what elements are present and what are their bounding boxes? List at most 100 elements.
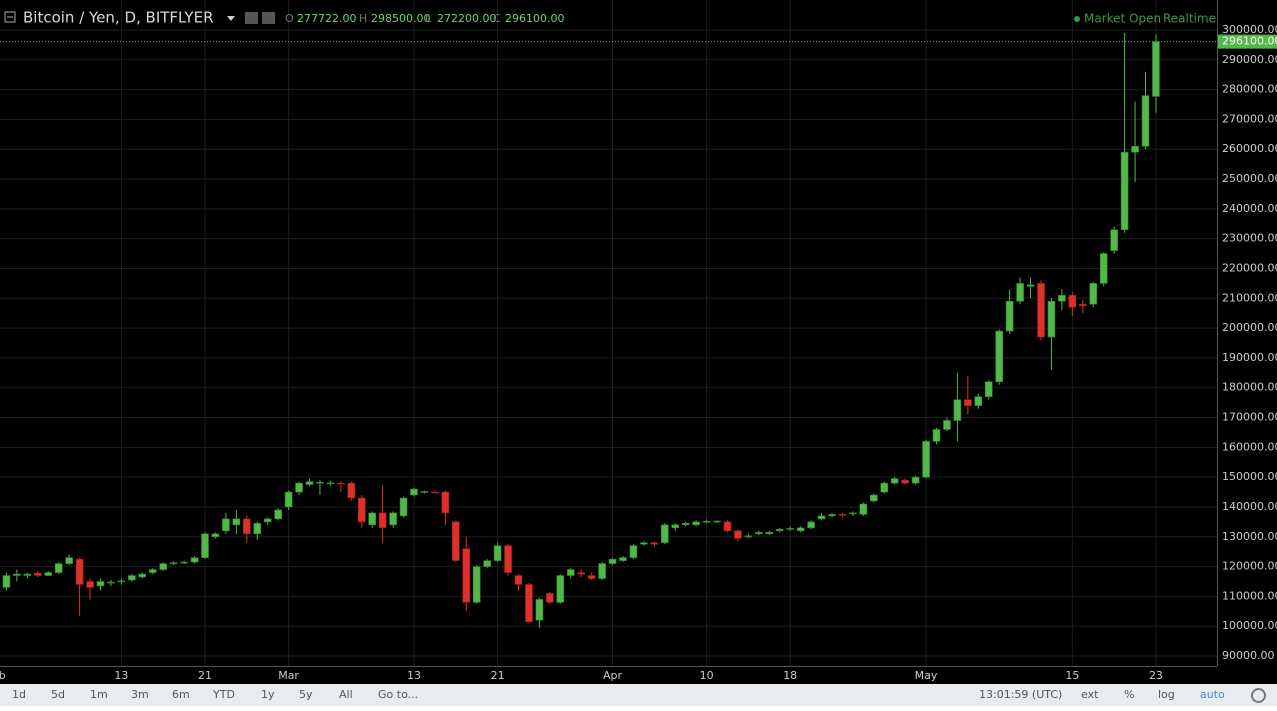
candle-body bbox=[608, 558, 617, 564]
ohlc-legend: O 277722.00 H 298500.00L 272200.00C 296100.00 bbox=[285, 12, 565, 25]
candle-body bbox=[169, 562, 178, 565]
candle-body bbox=[744, 535, 753, 538]
candle-body bbox=[577, 572, 586, 575]
range-button[interactable]: 1m bbox=[90, 688, 108, 701]
candle-body bbox=[546, 593, 554, 603]
candle-body bbox=[493, 545, 502, 561]
x-tick-label: 21 bbox=[198, 669, 212, 682]
x-tick-label: 15 bbox=[1065, 669, 1079, 682]
candle-body bbox=[974, 396, 983, 406]
candle-body bbox=[201, 533, 209, 558]
range-button[interactable]: 1d bbox=[12, 688, 26, 701]
goto-button[interactable]: Go to... bbox=[378, 688, 419, 701]
candle-body bbox=[326, 482, 335, 485]
option-button[interactable]: auto bbox=[1200, 688, 1225, 701]
candle-body bbox=[190, 557, 199, 563]
y-tick-label: 290000.00 bbox=[1222, 53, 1277, 66]
gear-icon[interactable] bbox=[1251, 688, 1266, 703]
candle-body bbox=[504, 545, 512, 573]
status-dot bbox=[1074, 16, 1080, 22]
collapse-icon[interactable] bbox=[4, 11, 16, 23]
x-tick-label: 10 bbox=[700, 669, 714, 682]
y-tick-label: 160000.00 bbox=[1222, 440, 1277, 453]
candle-body bbox=[681, 523, 690, 526]
candle-body bbox=[619, 557, 627, 561]
y-tick-label: 190000.00 bbox=[1222, 351, 1277, 364]
range-button[interactable]: 6m bbox=[172, 688, 190, 701]
candle-body bbox=[243, 518, 251, 535]
y-tick-label: 100000.00 bbox=[1222, 619, 1277, 632]
candle-body bbox=[128, 575, 136, 581]
candle-body bbox=[1089, 283, 1098, 305]
chart: 300000.00 290000.00 280000.00 270000.00 2600… bbox=[0, 0, 1277, 684]
y-tick-label: 140000.00 bbox=[1222, 500, 1277, 513]
ohlc-value: 296100.00 bbox=[505, 12, 565, 25]
candle-body bbox=[138, 573, 147, 578]
ohlc-value: 272200.00 bbox=[437, 12, 497, 25]
axes: 300000.00 290000.00 280000.00 270000.00 2600… bbox=[0, 23, 1277, 682]
y-tick-label: 220000.00 bbox=[1222, 261, 1277, 274]
option-button[interactable]: ext bbox=[1081, 688, 1099, 701]
market-status: Market Open bbox=[1084, 12, 1161, 26]
candle-body bbox=[420, 491, 429, 493]
settings-icon[interactable] bbox=[262, 12, 275, 24]
candle-body bbox=[692, 521, 700, 526]
candle-body bbox=[723, 521, 732, 532]
range-button[interactable]: YTD bbox=[213, 688, 235, 701]
candle-body bbox=[702, 520, 711, 523]
ohlc-key: C bbox=[493, 12, 501, 25]
candle-body bbox=[2, 575, 11, 588]
candle-body bbox=[462, 548, 471, 603]
y-tick-label: 110000.00 bbox=[1222, 589, 1277, 602]
candle-body bbox=[1099, 253, 1108, 284]
candle-body bbox=[525, 584, 533, 623]
option-button[interactable]: % bbox=[1124, 688, 1135, 701]
y-tick-label: 230000.00 bbox=[1222, 232, 1277, 245]
candle-body bbox=[1047, 300, 1056, 338]
range-button[interactable]: 3m bbox=[131, 688, 149, 701]
candle-body bbox=[943, 420, 951, 430]
symbol-title[interactable]: Bitcoin / Yen, D, BITFLYER bbox=[23, 9, 214, 27]
candle-body bbox=[1110, 229, 1118, 251]
candle-body bbox=[869, 494, 878, 502]
candle-body bbox=[817, 515, 826, 520]
candle-body bbox=[107, 581, 115, 584]
range-button[interactable]: 5d bbox=[51, 688, 65, 701]
candle-body bbox=[441, 491, 450, 514]
option-button[interactable]: log bbox=[1158, 688, 1175, 701]
candle-body bbox=[347, 482, 356, 499]
candle-body bbox=[337, 482, 345, 485]
candle-body bbox=[1131, 145, 1139, 153]
ohlc-key: H bbox=[359, 12, 367, 25]
candle-body bbox=[671, 524, 680, 529]
candle-body bbox=[389, 512, 397, 526]
candle-body bbox=[378, 512, 387, 529]
candle-body bbox=[775, 529, 784, 532]
y-tick-label: 240000.00 bbox=[1222, 202, 1277, 215]
candle-body bbox=[901, 479, 909, 484]
candle-body bbox=[295, 482, 303, 493]
ohlc-value: 277722.00 bbox=[297, 12, 357, 25]
y-tick-label: 200000.00 bbox=[1222, 321, 1277, 334]
range-button[interactable]: 5y bbox=[299, 688, 313, 701]
ohlc-value: 298500.00 bbox=[371, 12, 431, 25]
y-tick-label: 250000.00 bbox=[1222, 172, 1277, 185]
symbol-caret[interactable] bbox=[227, 16, 235, 21]
candle-body bbox=[587, 575, 596, 579]
candle-body bbox=[640, 542, 648, 545]
candles bbox=[2, 32, 1160, 628]
candle-body bbox=[932, 429, 941, 442]
range-button[interactable]: All bbox=[339, 688, 353, 701]
x-tick-label: 21 bbox=[491, 669, 505, 682]
candle-body bbox=[1141, 95, 1150, 147]
x-tick-label: 18 bbox=[783, 669, 797, 682]
candle-body bbox=[556, 575, 565, 603]
candle-body bbox=[1016, 283, 1024, 302]
ohlc-key: L bbox=[425, 12, 432, 25]
ohlc-key: O bbox=[285, 12, 294, 25]
last-price-box bbox=[1218, 34, 1277, 49]
candle-body bbox=[357, 497, 366, 523]
range-button[interactable]: 1y bbox=[261, 688, 275, 701]
settings-icon[interactable] bbox=[245, 12, 258, 24]
